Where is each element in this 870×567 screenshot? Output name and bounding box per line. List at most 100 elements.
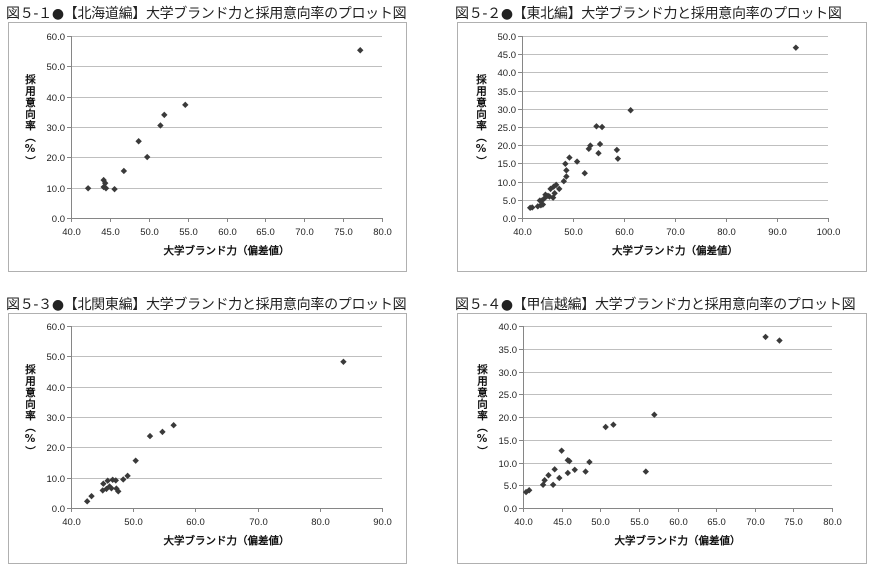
x-tick-label: 80.0 <box>823 517 842 528</box>
y-tick-label: 40.0 <box>499 322 518 333</box>
y-tick-label: 20.0 <box>499 413 518 424</box>
y-tick-label: 60.0 <box>47 322 66 333</box>
x-tick-label: 75.0 <box>334 227 353 238</box>
x-axis-label: 大学ブランド力（偏差値） <box>615 534 741 547</box>
data-point <box>587 142 594 149</box>
data-point <box>102 185 110 192</box>
y-tick-label: 35.0 <box>498 87 517 98</box>
x-tick-label: 50.0 <box>140 227 159 238</box>
data-point <box>651 411 658 418</box>
data-point <box>547 185 554 193</box>
x-tick-label: 40.0 <box>514 517 533 528</box>
data-point <box>526 204 534 212</box>
data-point <box>135 138 142 145</box>
data-point <box>598 123 606 131</box>
y-tick-label: 10.0 <box>498 178 517 189</box>
data-point <box>146 432 154 440</box>
x-tick-label: 45.0 <box>101 227 120 238</box>
x-tick-label: 80.0 <box>717 227 736 238</box>
x-axis-label: 大学ブランド力（偏差値） <box>612 244 738 257</box>
x-tick-label: 80.0 <box>373 227 392 238</box>
chart-title: 図５-１●【北海道編】大学ブランド力と採用意向率のプロット図 <box>6 6 407 22</box>
x-tick-label: 55.0 <box>179 227 198 238</box>
y-axis-label: 採用意向率（%） <box>475 74 487 168</box>
x-tick-label: 60.0 <box>669 517 688 528</box>
y-tick-label: 10.0 <box>499 459 518 470</box>
y-tick-label: 45.0 <box>498 50 517 61</box>
data-point <box>792 44 800 51</box>
data-point <box>566 457 573 465</box>
data-point <box>573 158 581 165</box>
y-tick-label: 15.0 <box>498 159 517 170</box>
data-point <box>100 176 107 184</box>
data-point <box>143 153 151 161</box>
data-point <box>582 468 589 475</box>
data-point <box>549 481 557 488</box>
x-tick-label: 70.0 <box>249 517 268 528</box>
data-point <box>593 123 600 130</box>
data-point <box>562 160 569 167</box>
y-tick-label: 0.0 <box>52 504 65 515</box>
data-point <box>157 122 164 129</box>
data-point <box>159 428 166 436</box>
y-tick-label: 40.0 <box>47 93 66 104</box>
x-tick-label: 50.0 <box>564 227 583 238</box>
y-tick-label: 40.0 <box>498 68 517 79</box>
y-tick-label: 30.0 <box>498 105 517 116</box>
data-point <box>88 492 95 500</box>
y-tick-label: 30.0 <box>47 123 66 134</box>
data-point <box>613 146 621 154</box>
data-point <box>108 485 115 492</box>
x-tick-label: 65.0 <box>256 227 275 238</box>
data-point <box>614 155 622 162</box>
data-point <box>642 468 650 475</box>
x-tick-label: 60.0 <box>615 227 634 238</box>
data-point <box>563 167 570 174</box>
x-tick-label: 90.0 <box>768 227 787 238</box>
data-point <box>552 181 560 189</box>
data-point <box>571 466 578 473</box>
data-point <box>124 472 131 480</box>
y-tick-label: 40.0 <box>47 383 66 394</box>
chart-panel: 0.0 5.0 10.0 15.0 20.0 25.0 30.0 35.0 40.0 40.0 45… <box>457 313 867 564</box>
data-point <box>545 472 552 479</box>
data-point <box>109 476 116 483</box>
data-point <box>120 476 127 483</box>
x-tick-label: 75.0 <box>784 517 803 528</box>
y-tick-label: 30.0 <box>499 368 518 379</box>
y-tick-label: 5.0 <box>503 196 516 207</box>
data-point <box>541 477 548 484</box>
data-point <box>776 337 783 344</box>
data-point <box>104 477 111 484</box>
data-point <box>182 101 189 109</box>
data-point <box>581 170 588 177</box>
chart-title: 図５-２●【東北編】大学ブランド力と採用意向率のプロット図 <box>455 6 842 22</box>
y-tick-label: 20.0 <box>498 141 517 152</box>
y-tick-label: 60.0 <box>47 32 66 43</box>
data-point <box>83 498 91 505</box>
y-axis-label: 採用意向率（%） <box>24 364 36 458</box>
y-tick-label: 20.0 <box>47 153 66 164</box>
data-point <box>132 457 139 464</box>
x-tick-label: 70.0 <box>666 227 685 238</box>
data-point <box>102 179 109 187</box>
data-point <box>100 480 107 487</box>
x-tick-label: 40.0 <box>62 517 81 528</box>
data-point <box>525 487 533 494</box>
x-tick-label: 80.0 <box>311 517 330 528</box>
data-point <box>762 333 769 341</box>
y-axis-label: 採用意向率（%） <box>24 74 36 168</box>
x-tick-label: 70.0 <box>746 517 765 528</box>
data-point <box>564 469 572 477</box>
data-point <box>357 47 364 54</box>
data-point <box>534 203 542 210</box>
chart-panel: 0.0 10.0 20.0 30.0 40.0 50.0 60.0 40.0 45.0 50.0 5… <box>8 22 407 272</box>
y-tick-label: 0.0 <box>504 504 517 515</box>
y-tick-label: 10.0 <box>47 184 66 195</box>
data-point <box>100 183 107 191</box>
x-tick-label: 50.0 <box>124 517 143 528</box>
x-tick-label: 90.0 <box>373 517 392 528</box>
